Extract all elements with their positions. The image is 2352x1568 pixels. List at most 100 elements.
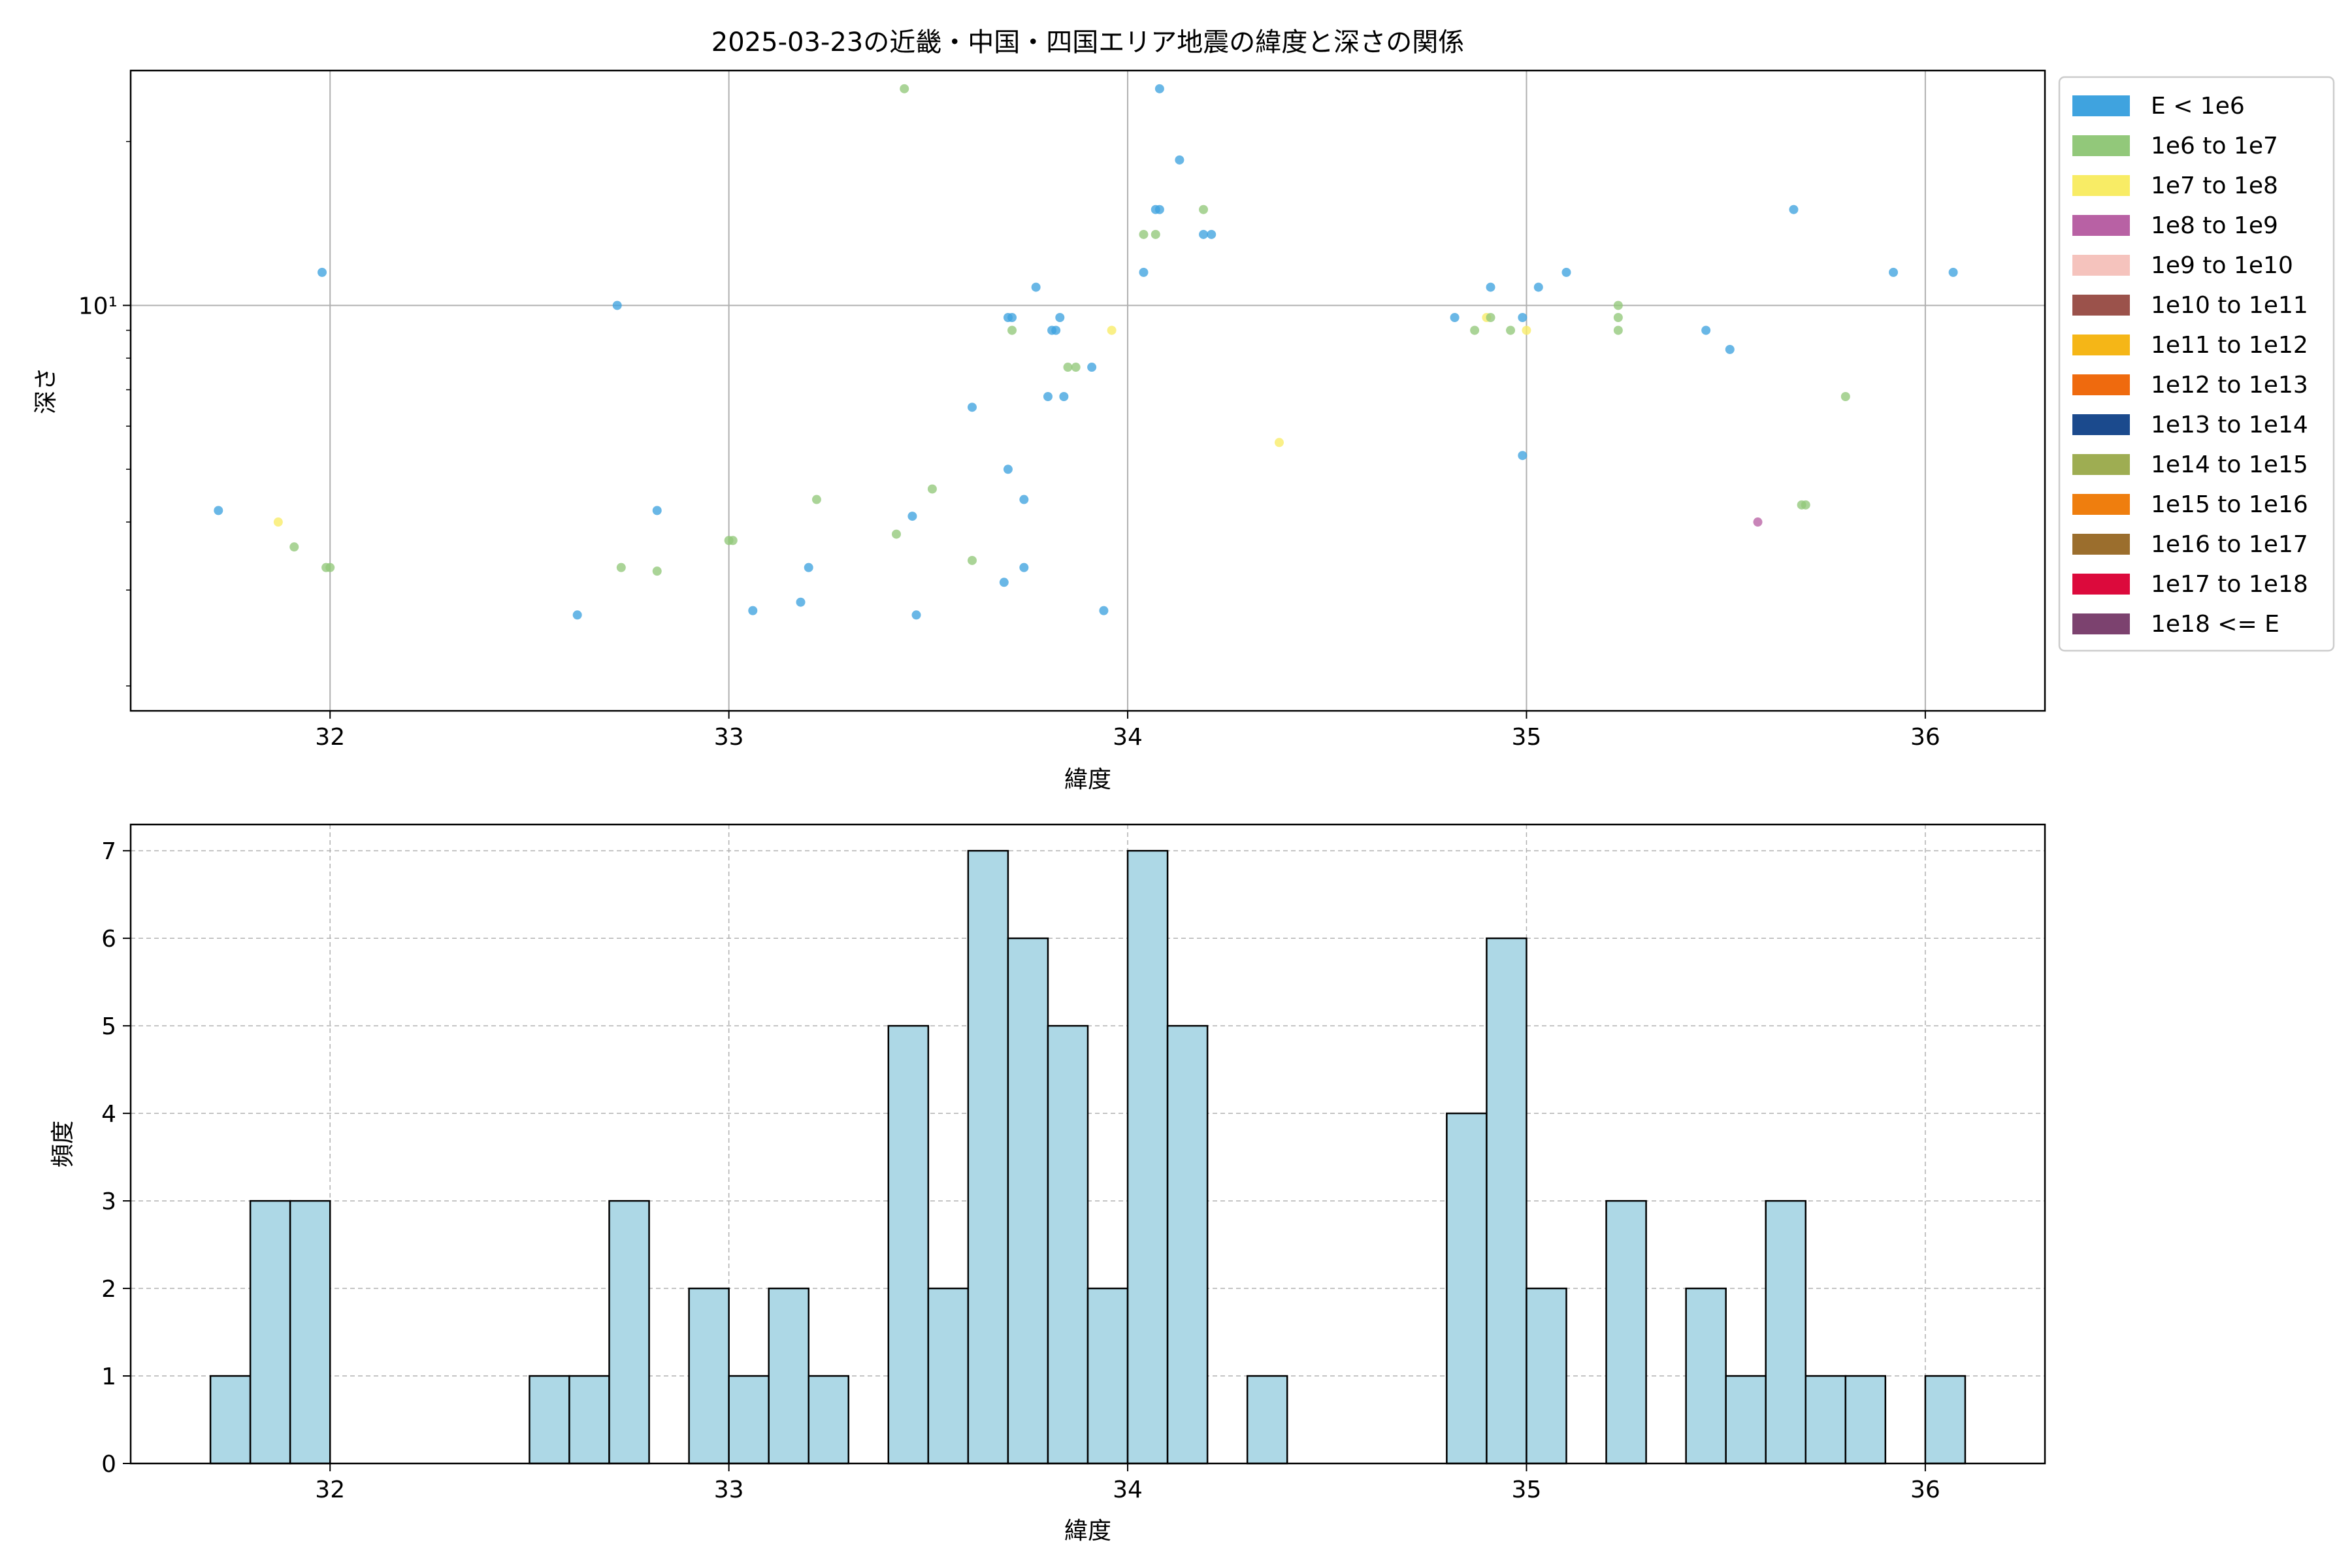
legend-label: 1e10 to 1e11: [2151, 292, 2308, 319]
data-point: [1840, 392, 1850, 402]
y-tick-label: 2: [101, 1276, 116, 1303]
legend-swatch: [2072, 95, 2130, 116]
x-tick-label: 32: [315, 1477, 345, 1503]
grid: [131, 71, 2045, 711]
data-point: [927, 484, 937, 494]
data-point: [1522, 325, 1531, 335]
histogram-bar: [1007, 937, 1049, 1465]
x-tick-label: 34: [1113, 724, 1143, 751]
legend-swatch: [2072, 295, 2130, 316]
data-point: [1486, 313, 1495, 323]
x-axis-label: 緯度: [1064, 766, 1111, 793]
legend-swatch: [2072, 414, 2130, 435]
data-point: [1613, 313, 1623, 323]
data-point: [1154, 204, 1164, 214]
data-point: [1613, 301, 1623, 310]
data-point: [1207, 229, 1217, 239]
x-tick-label: 33: [714, 724, 744, 751]
data-point: [1055, 313, 1065, 323]
data-point: [1199, 204, 1209, 214]
legend-swatch: [2072, 135, 2130, 156]
histogram-bar: [808, 1375, 850, 1465]
legend-label: 1e16 to 1e17: [2151, 531, 2308, 558]
x-tick-label: 32: [315, 724, 345, 751]
legend-label: 1e8 to 1e9: [2151, 212, 2278, 239]
legend-swatch: [2072, 613, 2130, 634]
data-point: [811, 495, 821, 504]
legend: E < 1e6 1e6 to 1e7 1e7 to 1e8 1e8 to 1e9 1e9…: [2058, 76, 2335, 652]
data-point: [652, 506, 662, 515]
histogram-bar: [1844, 1375, 1887, 1465]
data-point: [748, 606, 758, 615]
data-point: [1506, 325, 1516, 335]
legend-label: E < 1e6: [2151, 93, 2245, 120]
data-point: [1518, 313, 1527, 323]
axes: 32 33 34 35 36 10¹: [78, 140, 1940, 751]
data-point: [1801, 500, 1810, 510]
data-point: [1071, 363, 1081, 372]
histogram-bar: [887, 1024, 930, 1465]
data-point: [892, 529, 901, 539]
data-point: [1450, 313, 1460, 323]
data-point: [652, 566, 662, 576]
x-tick-label: 35: [1512, 1477, 1542, 1503]
y-tick-label: 1: [101, 1364, 116, 1390]
histogram-bar: [1166, 1024, 1209, 1465]
histogram-bar: [1126, 849, 1169, 1465]
histogram-bar: [1765, 1200, 1806, 1465]
data-point: [1725, 344, 1735, 354]
histogram-bar: [1086, 1287, 1129, 1465]
data-point: [804, 563, 813, 572]
data-point: [1063, 363, 1073, 372]
legend-label: 1e11 to 1e12: [2151, 332, 2308, 359]
legend-frame: [2058, 76, 2335, 652]
y-tick-label: 6: [101, 926, 116, 953]
data-point: [1175, 155, 1184, 165]
histogram-bar: [1685, 1287, 1727, 1465]
data-point: [612, 301, 622, 310]
y-tick-label: 10¹: [78, 293, 118, 319]
histogram-bar: [1246, 1375, 1288, 1465]
data-point: [1059, 392, 1069, 402]
data-point: [1087, 363, 1097, 372]
data-point: [1003, 465, 1013, 474]
legend-swatch: [2072, 175, 2130, 196]
y-tick-label: 5: [101, 1013, 116, 1040]
data-point: [1533, 282, 1543, 292]
histogram-bar: [1725, 1375, 1767, 1465]
data-point: [1275, 438, 1284, 448]
y-tick-label: 4: [101, 1101, 116, 1128]
data-point: [796, 597, 806, 607]
x-tick-label: 36: [1910, 1477, 1940, 1503]
data-point: [1199, 229, 1209, 239]
data-point: [1019, 495, 1029, 504]
data-point: [1561, 267, 1571, 277]
data-point: [907, 512, 917, 521]
legend-swatch: [2072, 494, 2130, 515]
x-axis-label: 緯度: [1064, 1518, 1111, 1544]
plot-area: [129, 823, 2046, 1465]
legend-label: 1e9 to 1e10: [2151, 252, 2293, 279]
legend-swatch: [2072, 534, 2130, 555]
data-point: [1139, 229, 1149, 239]
histogram-bar: [249, 1200, 291, 1465]
data-points: [214, 84, 1958, 620]
data-point: [1031, 282, 1041, 292]
x-tick-label: 36: [1910, 724, 1940, 751]
legend-label: 1e14 to 1e15: [2151, 451, 2308, 478]
legend-swatch: [2072, 374, 2130, 395]
histogram-bar: [1605, 1200, 1647, 1465]
data-point: [728, 536, 738, 546]
y-axis-label: 頻度: [50, 1120, 76, 1168]
histogram-bar: [1047, 1024, 1089, 1465]
data-point: [318, 267, 327, 277]
legend-label: 1e18 <= E: [2151, 611, 2279, 638]
y-axis-label: 深さ: [33, 367, 59, 414]
histogram-bar: [927, 1287, 970, 1465]
legend-label: 1e15 to 1e16: [2151, 491, 2308, 518]
data-point: [1889, 267, 1899, 277]
y-tick-label: 0: [101, 1451, 116, 1478]
plot-area: [129, 69, 2046, 712]
legend-swatch: [2072, 215, 2130, 236]
